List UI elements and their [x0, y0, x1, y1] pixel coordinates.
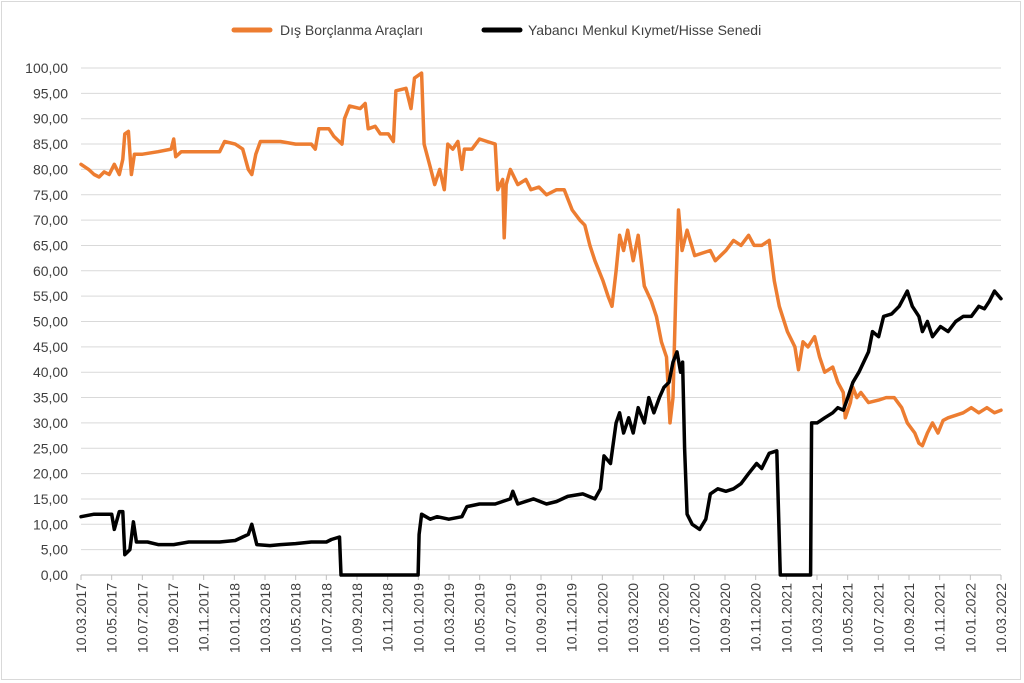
y-tick-label: 80,00	[33, 161, 68, 177]
y-tick-label: 45,00	[33, 339, 68, 355]
x-tick-label: 10.07.2021	[870, 583, 886, 653]
y-axis-ticks: 0,00 5,00 10,00 15,00 20,00 25,00 30,00 35,00 40…	[25, 60, 68, 583]
y-tick-label: 90,00	[33, 111, 68, 127]
x-tick-label: 10.01.2018	[226, 583, 242, 653]
y-tick-label: 70,00	[33, 212, 68, 228]
y-tick-label: 30,00	[33, 415, 68, 431]
x-tick-label: 10.09.2021	[901, 583, 917, 653]
x-tick-label: 10.09.2017	[165, 583, 181, 653]
y-tick-label: 65,00	[33, 237, 68, 253]
x-tick-label: 10.11.2020	[748, 583, 764, 652]
x-tick-label: 10.09.2020	[717, 583, 733, 653]
x-tick-label: 10.03.2017	[73, 583, 89, 653]
y-tick-label: 10,00	[33, 516, 68, 532]
x-tick-label: 10.01.2021	[778, 583, 794, 653]
gridlines	[81, 67, 1001, 576]
x-tick-label: 10.07.2018	[318, 583, 334, 653]
x-tick-label: 10.11.2018	[380, 583, 396, 652]
x-tick-label: 10.11.2017	[196, 583, 212, 652]
x-tick-label: 10.01.2019	[410, 583, 426, 653]
y-tick-label: 20,00	[33, 466, 68, 482]
x-tick-label: 10.09.2019	[533, 583, 549, 653]
x-tick-label: 10.07.2020	[686, 583, 702, 653]
legend: Dış Borçlanma Araçları Yabancı Menkul Kı…	[231, 22, 761, 38]
x-tick-label: 10.07.2017	[134, 583, 150, 653]
y-tick-label: 35,00	[33, 390, 68, 406]
x-tick-label: 10.03.2021	[809, 583, 825, 653]
y-tick-label: 15,00	[33, 491, 68, 507]
x-tick-label: 10.03.2022	[993, 583, 1009, 653]
x-axis-ticks: 10.03.2017 10.05.2017 10.07.2017 10.09.2017…	[73, 575, 1009, 653]
x-tick-label: 10.09.2018	[349, 583, 365, 653]
x-tick-label: 10.05.2017	[104, 583, 120, 653]
series-lines	[79, 71, 1003, 577]
y-tick-label: 50,00	[33, 314, 68, 330]
y-tick-label: 5,00	[41, 542, 68, 558]
y-tick-label: 60,00	[33, 263, 68, 279]
y-tick-label: 85,00	[33, 136, 68, 152]
x-tick-label: 10.05.2018	[288, 583, 304, 653]
x-tick-label: 10.11.2021	[932, 583, 948, 652]
y-tick-label: 95,00	[33, 85, 68, 101]
x-tick-label: 10.03.2018	[257, 583, 273, 653]
x-tick-label: 10.05.2019	[472, 583, 488, 653]
y-tick-label: 40,00	[33, 364, 68, 380]
legend-label-0: Dış Borçlanma Araçları	[280, 22, 423, 38]
x-tick-label: 10.03.2020	[625, 583, 641, 653]
y-tick-label: 100,00	[25, 60, 68, 76]
x-tick-label: 10.01.2022	[962, 583, 978, 653]
y-tick-label: 25,00	[33, 440, 68, 456]
x-tick-label: 10.07.2019	[502, 583, 518, 653]
y-tick-label: 0,00	[41, 567, 68, 583]
series-line-0	[79, 71, 1003, 448]
x-tick-label: 10.01.2020	[594, 583, 610, 653]
x-tick-label: 10.05.2020	[656, 583, 672, 653]
x-tick-label: 10.11.2019	[564, 583, 580, 652]
legend-label-1: Yabancı Menkul Kıymet/Hisse Senedi	[528, 22, 761, 38]
y-tick-label: 75,00	[33, 187, 68, 203]
x-tick-label: 10.03.2019	[441, 583, 457, 653]
x-tick-label: 10.05.2021	[840, 583, 856, 653]
series-line-1	[79, 289, 1003, 577]
y-tick-label: 55,00	[33, 288, 68, 304]
